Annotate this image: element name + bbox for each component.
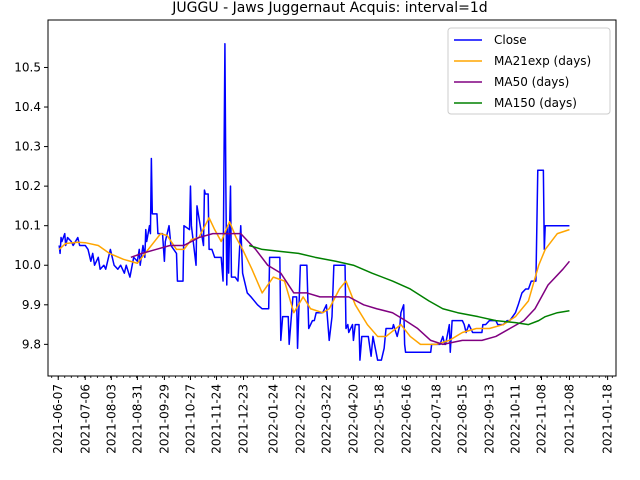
y-tick-label: 10.3 [14,140,41,154]
series-line-3 [248,244,570,326]
x-tick-label: 2021-12-23 [237,384,251,454]
x-tick-label: 2021-01-18 [601,384,615,454]
x-tick-label: 2022-02-22 [293,384,307,454]
y-tick-label: 10.4 [14,100,41,114]
x-tick-label: 2021-12-08 [562,384,576,454]
legend: Close MA21exp (days) MA50 (days) MA150 (day… [447,27,611,115]
series-layer [58,42,571,361]
y-tick-label: 10.2 [14,179,41,193]
x-tick-label: 2021-07-06 [78,384,92,454]
x-tick-label: 2021-06-07 [51,384,65,454]
x-tick-label: 2022-07-18 [429,384,443,454]
x-tick-label: 2022-01-24 [266,384,280,454]
x-tick-label: 2022-03-22 [319,384,333,454]
x-tick-label: 2022-08-15 [455,384,469,454]
series-line-1 [58,217,570,346]
legend-label: MA150 (days) [494,96,577,110]
chart-title: JUGGU - Jaws Juggernaut Acquis: interval… [171,0,487,16]
y-tick-label: 10.1 [14,219,41,233]
y-tick-label: 10.5 [14,60,41,74]
legend-box [447,27,611,115]
legend-label: Close [494,33,527,47]
legend-label: MA21exp (days) [494,54,591,68]
x-tick-label: 2021-09-29 [157,384,171,454]
x-tick-label: 2021-11-24 [210,384,224,454]
legend-label: MA50 (days) [494,75,569,89]
x-tick-label: 2021-08-31 [130,384,144,454]
x-tick-label: 2021-08-03 [104,384,118,454]
series-line-2 [130,232,571,346]
x-tick-label: 2022-10-11 [508,384,522,454]
x-tick-label: 2022-09-13 [482,384,496,454]
y-axis: 9.8 9.9 10.0 10.1 10.2 10.3 10.4 10.5 [14,60,48,351]
x-axis: 2021-06-07 2021-07-06 2021-08-03 2021-08-31… [51,376,615,454]
x-tick-label: 2021-10-27 [183,384,197,454]
y-tick-label: 9.8 [22,337,41,351]
x-tick-label: 2022-04-20 [346,384,360,454]
y-tick-label: 9.9 [22,298,41,312]
series-line-0 [58,42,570,361]
x-tick-label: 2022-05-18 [372,384,386,454]
y-tick-label: 10.0 [14,258,41,272]
x-tick-label: 2022-06-16 [399,384,413,454]
x-tick-label: 2022-11-08 [535,384,549,454]
